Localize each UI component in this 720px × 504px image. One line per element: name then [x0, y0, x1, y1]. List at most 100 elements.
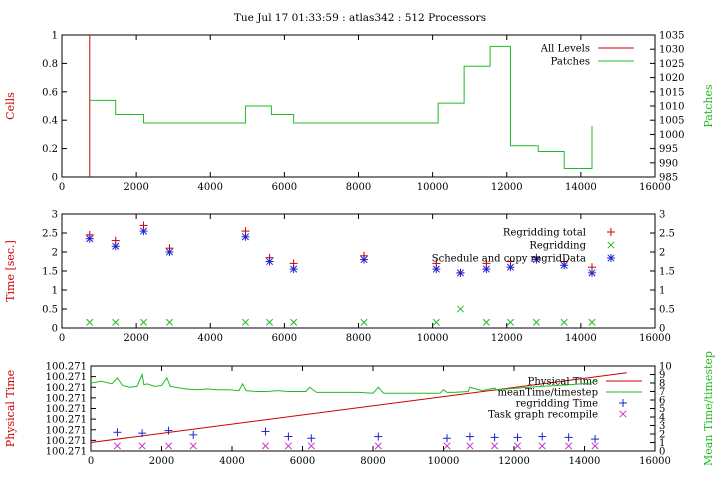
data-point [307, 434, 316, 443]
y2-tick-label: 8 [659, 379, 665, 390]
series-schedule-and-copy-regriddata [85, 227, 596, 277]
series-meantime-timestep [90, 372, 596, 394]
y2-tick-label: 6 [659, 396, 665, 407]
x-tick-label: 14000 [565, 333, 597, 344]
legend-label: Patches [551, 57, 590, 68]
data-point [513, 433, 522, 442]
data-point [456, 305, 464, 313]
x-tick-label: 10000 [417, 182, 449, 193]
x-tick-label: 2000 [123, 182, 148, 193]
data-point [443, 442, 451, 450]
x-tick-label: 16000 [639, 182, 671, 193]
legend-label: Physical Time [528, 377, 598, 388]
data-point [111, 242, 120, 251]
y2-tick-label: 990 [659, 158, 678, 169]
legend-label: regridding Time [516, 399, 598, 410]
data-point [465, 432, 474, 441]
y2-tick-label: 1010 [659, 102, 684, 113]
series-line [89, 45, 593, 169]
y2-tick-label: 1025 [659, 59, 684, 70]
data-point [139, 227, 148, 236]
x-tick-label: 10000 [428, 456, 460, 467]
data-point [591, 435, 600, 444]
y2-tick-label: 0 [659, 324, 665, 335]
data-point [506, 263, 515, 272]
data-point [86, 318, 94, 326]
data-point [491, 442, 499, 450]
data-point [443, 434, 452, 443]
y-tick-label: 2 [52, 248, 58, 259]
x-tick-label: 4000 [219, 456, 244, 467]
series-regridding [86, 305, 596, 326]
y2-axis-label: Mean Time/timestep [702, 351, 715, 466]
data-point [165, 318, 174, 326]
data-point [532, 318, 540, 326]
data-point [307, 442, 315, 450]
data-point [374, 432, 383, 441]
y2-tick-label: 2 [659, 430, 665, 441]
y-tick-label: 1 [52, 286, 58, 297]
series-regridding-time [113, 426, 600, 444]
x-tick-label: 0 [88, 456, 94, 467]
legend-marker [607, 228, 615, 236]
y2-axis-label: Patches [702, 84, 715, 128]
data-point [138, 442, 146, 450]
y2-tick-label: 4 [659, 413, 665, 424]
data-point [565, 442, 573, 450]
data-point [564, 433, 573, 442]
x-tick-label: 16000 [639, 456, 671, 467]
y-axis-label: Cells [4, 92, 17, 120]
data-point [456, 268, 465, 277]
data-point [138, 429, 147, 438]
y2-tick-label: 1015 [659, 87, 684, 98]
legend-marker [619, 410, 627, 418]
data-point [490, 433, 499, 442]
x-tick-label: 4000 [198, 182, 223, 193]
legend-marker [607, 254, 615, 262]
y2-tick-label: 5 [659, 404, 665, 415]
x-tick-label: 16000 [639, 333, 671, 344]
data-point [113, 428, 122, 437]
y2-tick-label: 1.5 [659, 267, 675, 278]
x-tick-label: 10000 [417, 333, 449, 344]
data-point [241, 232, 250, 241]
x-tick-label: 0 [59, 333, 65, 344]
x-tick-label: 14000 [569, 456, 601, 467]
data-point [560, 261, 569, 270]
y-tick-label: 100.271 [46, 404, 87, 415]
data-point [284, 432, 293, 441]
series-patches [89, 45, 593, 169]
data-point [85, 234, 94, 243]
x-tick-label: 12000 [491, 182, 523, 193]
y2-tick-label: 7 [659, 387, 665, 398]
figure-title: Tue Jul 17 01:33:59 : atlas342 : 512 Pro… [234, 12, 486, 24]
y2-tick-label: 1000 [659, 130, 684, 141]
y2-tick-label: 9 [659, 370, 665, 381]
y-tick-label: 0.4 [42, 116, 58, 127]
panel-2: 0 2000 4000 6000 8000 10000 12000 14000 1600000.… [4, 210, 675, 345]
data-point [432, 318, 440, 326]
y-tick-label: 100.271 [46, 415, 87, 426]
x-tick-label: 6000 [290, 456, 315, 467]
x-tick-label: 6000 [272, 333, 297, 344]
y-tick-label: 1 [52, 31, 58, 42]
x-tick-label: 14000 [565, 182, 597, 193]
y-tick-label: 2.5 [42, 229, 58, 240]
y-tick-label: 100.271 [46, 383, 87, 394]
data-point [164, 426, 173, 435]
series-line [90, 372, 627, 443]
y2-tick-label: 2.5 [659, 229, 675, 240]
y2-tick-label: 1020 [659, 73, 684, 84]
data-point [261, 427, 270, 436]
y2-tick-label: 1035 [659, 31, 684, 42]
x-tick-label: 8000 [346, 333, 371, 344]
y-axis-label: Physical Time [4, 370, 17, 447]
y-tick-label: 0.5 [42, 305, 58, 316]
x-tick-label: 4000 [198, 333, 223, 344]
x-tick-label: 8000 [360, 456, 385, 467]
panel-3: 0 2000 4000 6000 8000 10000 12000 14000 16000100… [4, 351, 715, 467]
data-point [538, 442, 546, 450]
panels: 0 2000 4000 6000 8000 10000 12000 14000 1600000.… [4, 31, 715, 468]
data-point [506, 318, 515, 326]
